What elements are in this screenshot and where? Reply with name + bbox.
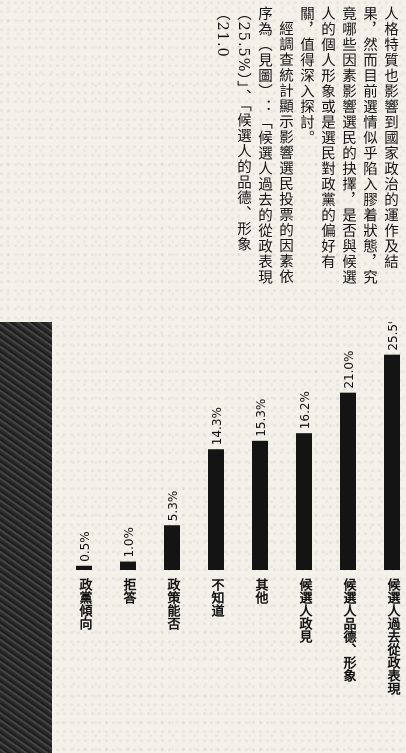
article-text: 人格特質也影響到國家政治的運作及結果，然而目前選情似乎陷入膠着狀態，究竟哪些因素…	[204, 6, 400, 288]
article-paragraph-2: 經調查統計顯示影響選民投票的因素依序為（見圖）：「候選人過去的從政表現（25.5…	[211, 6, 295, 288]
bar-1	[120, 562, 136, 570]
bar-0	[76, 566, 92, 570]
category-label-2: 政策能否	[165, 577, 182, 631]
category-label-6: 候選人品德、形象	[341, 577, 357, 683]
bar-7	[384, 355, 400, 570]
value-label-3: 14.3%	[210, 407, 224, 445]
bar-4	[252, 441, 268, 570]
value-label-4: 15.3%	[254, 399, 268, 437]
value-label-5: 16.2%	[298, 391, 312, 429]
bar-2	[164, 525, 180, 570]
bar-3	[208, 449, 224, 570]
category-label-0: 政黨傾向	[77, 577, 94, 631]
bar-chart-figure: 0.5% 政黨傾向 1.0% 拒答 5.3% 政策能否 14.3% 不知道 15.3% 其他 16.…	[0, 322, 406, 753]
category-label-3: 不知道	[209, 578, 225, 618]
category-label-7: 候選人過去從政表現	[385, 577, 402, 696]
value-label-7: 25.5%	[386, 322, 400, 351]
category-label-1: 拒答	[121, 577, 137, 605]
bar-5	[296, 433, 312, 570]
bar-chart: 0.5% 政黨傾向 1.0% 拒答 5.3% 政策能否 14.3% 不知道 15.3% 其他 16.…	[0, 322, 406, 753]
article-paragraph-1: 人格特質也影響到國家政治的運作及結果，然而目前選情似乎陷入膠着狀態，究竟哪些因素…	[295, 6, 400, 288]
category-label-4: 其他	[253, 577, 270, 605]
value-label-2: 5.3%	[166, 491, 180, 522]
bar-6	[340, 393, 356, 570]
category-label-5: 候選人政見	[297, 577, 314, 644]
value-label-1: 1.0%	[122, 527, 136, 558]
value-label-0: 0.5%	[78, 531, 92, 562]
value-label-6: 21.0%	[342, 351, 356, 389]
